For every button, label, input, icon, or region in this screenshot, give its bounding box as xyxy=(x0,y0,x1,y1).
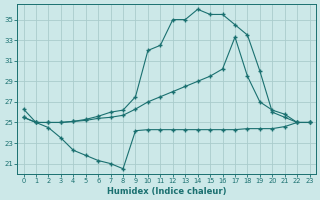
X-axis label: Humidex (Indice chaleur): Humidex (Indice chaleur) xyxy=(107,187,226,196)
